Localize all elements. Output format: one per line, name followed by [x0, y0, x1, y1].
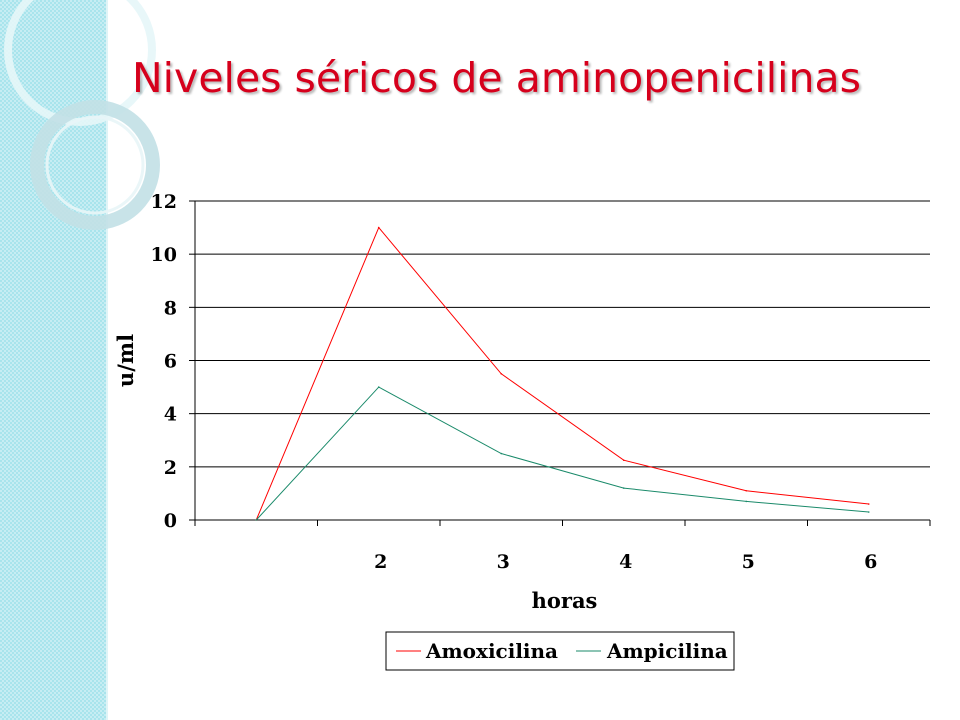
y-tick-label: 6 [164, 351, 177, 373]
data-point-ampicilina [867, 511, 870, 513]
x-tick-label: 2 [374, 551, 387, 573]
chart-grid [195, 200, 930, 468]
data-point-amoxicilina [377, 226, 380, 229]
legend-label-amoxicilina: Amoxicilina [425, 639, 558, 663]
x-axis-label: horas [532, 588, 598, 613]
data-point-ampicilina [622, 487, 625, 489]
chart-legend: Amoxicilina Ampicilina [385, 631, 735, 671]
legend-box [385, 631, 735, 671]
data-point-amoxicilina [500, 372, 503, 375]
y-tick-label: 0 [164, 510, 177, 532]
data-point-ampicilina [255, 519, 258, 521]
chart-axes [189, 200, 931, 526]
data-point-ampicilina [500, 452, 503, 455]
y-tick-label: 12 [151, 191, 177, 213]
x-tick-label: 5 [742, 551, 755, 573]
x-tick-label: 4 [619, 551, 632, 573]
decorative-circles [4, 0, 160, 230]
y-tick-label: 10 [151, 244, 177, 266]
data-point-amoxicilina [745, 489, 748, 492]
x-tick-label: 6 [864, 551, 877, 573]
series-line-amoxicilina [255, 226, 869, 521]
y-tick-label: 8 [164, 297, 177, 319]
slide-title: Niveles séricos de aminopenicilinas [132, 54, 862, 102]
series-line-ampicilina [255, 386, 869, 521]
chart-ticks: 0 2 4 6 8 10 12 2 3 4 5 6 [151, 191, 878, 573]
data-point-ampicilina [377, 386, 380, 388]
data-point-amoxicilina [622, 459, 625, 461]
chart-series [255, 226, 870, 521]
y-tick-label: 2 [164, 457, 177, 479]
y-tick-label: 4 [164, 404, 177, 426]
x-tick-label: 3 [497, 551, 510, 573]
legend-label-ampicilina: Ampicilina [606, 639, 728, 663]
data-point-amoxicilina [867, 503, 870, 505]
data-point-ampicilina [745, 500, 748, 503]
y-axis-label: u/ml [113, 334, 138, 387]
